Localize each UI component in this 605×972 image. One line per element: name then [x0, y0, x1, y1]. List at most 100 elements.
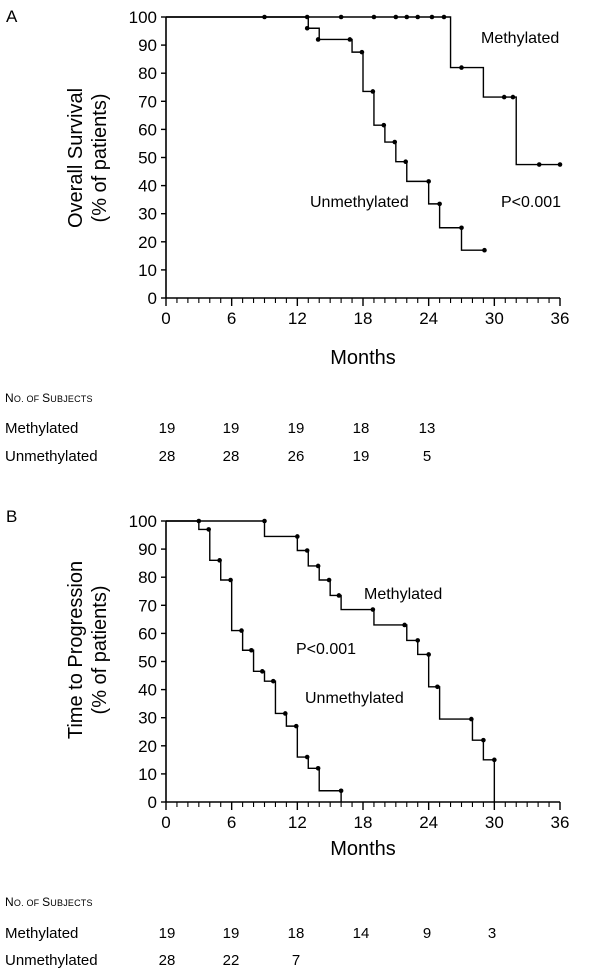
panel-b-censor-dot-methylated — [336, 593, 342, 598]
panel-a-censor-dot-unmethylated — [459, 225, 464, 231]
panel-b-censor-dot-methylated — [492, 757, 497, 763]
panel-b-y-tick-label: 90 — [138, 540, 157, 559]
panel-b-y-tick-label: 100 — [129, 512, 157, 531]
panel-a-censor-dot-unmethylated — [403, 159, 408, 165]
panel-a-y-tick-label: 0 — [148, 289, 157, 308]
subjects-count: 5 — [423, 448, 431, 465]
panel-b-pvalue: P<0.001 — [296, 641, 356, 658]
panel-a-y-tick-label: 80 — [138, 64, 157, 83]
panel-b-x-tick-label: 18 — [354, 813, 373, 832]
panel-a-curve-methylated — [166, 16, 560, 166]
panel-b-subjects-unmethylated-values: 28 22 7 — [159, 952, 301, 969]
panel-b: B Time to Progression (% of patients) 0 1… — [5, 507, 569, 969]
panel-b-xlabel: Months — [330, 838, 396, 860]
subjects-count: 14 — [353, 925, 370, 942]
panel-b-censor-dot-methylated — [469, 716, 474, 722]
subjects-count: 19 — [223, 420, 240, 437]
panel-b-y-tick-label: 40 — [138, 681, 157, 700]
panel-b-censor-dot-unmethylated — [293, 723, 299, 729]
panel-a-y-tick-label: 100 — [129, 8, 157, 27]
panel-a-censor-dot-unmethylated — [359, 49, 365, 55]
subjects-count: 19 — [223, 925, 240, 942]
panel-a-censor-dot-methylated — [536, 162, 542, 167]
panel-a-subjects-methylated-label: Methylated — [5, 420, 78, 437]
panel-a-label-methylated: Methylated — [481, 30, 559, 47]
panel-a-subjects-header: NO. OF SUBJECTS — [5, 391, 93, 405]
panel-a-ylabel-line2: (% of patients) — [89, 94, 111, 223]
panel-a-y-tick-label: 30 — [138, 205, 157, 224]
panel-b-subjects-methylated-label: Methylated — [5, 925, 78, 942]
panel-a-censor-dot-unmethylated — [381, 122, 387, 128]
panel-b-censor-dot-unmethylated — [270, 678, 276, 684]
panel-b-y-tick-label: 20 — [138, 737, 157, 756]
panel-b-censor-dot-methylated — [315, 563, 321, 569]
panel-a: A Overall Survival (% of patients) 0 10 20… — [5, 7, 569, 465]
subjects-count: 19 — [159, 925, 176, 942]
panel-b-censor-dot-unmethylated — [239, 628, 244, 633]
panel-a-y-tick-label: 70 — [138, 92, 157, 111]
panel-a-y-tick-label: 50 — [138, 149, 157, 168]
panel-b-y-tick-label: 10 — [138, 765, 157, 784]
panel-a-xlabel: Months — [330, 347, 396, 369]
panel-a-pvalue: P<0.001 — [501, 194, 561, 211]
panel-b-x-tick-label: 6 — [227, 813, 236, 832]
panel-a-censor-dot-methylated — [429, 14, 435, 20]
subjects-count: 9 — [423, 925, 431, 942]
subjects-count: 3 — [488, 925, 496, 942]
panel-a-label-unmethylated: Unmethylated — [310, 194, 409, 211]
panel-a-censor-dot-methylated — [393, 14, 399, 20]
panel-a-subjects-unmethylated-label: Unmethylated — [5, 448, 98, 465]
panel-a-letter: A — [6, 7, 18, 26]
panel-a-y-tick-label: 10 — [138, 261, 157, 280]
panel-b-censor-dot-methylated — [426, 652, 431, 657]
panel-a-subjects-methylated-values: 19 19 19 18 13 — [159, 420, 436, 437]
panel-a-ylabel-line1: Overall Survival — [65, 88, 87, 228]
panel-b-curve-methylated — [166, 520, 496, 802]
panel-a-censor-dot-methylated — [441, 14, 447, 20]
subjects-count: 18 — [288, 925, 305, 942]
panel-a-censor-dot-unmethylated — [370, 89, 376, 94]
panel-a-censor-dot-methylated — [501, 94, 507, 100]
panel-b-censor-dot-unmethylated — [228, 577, 233, 583]
panel-b-censor-dot-methylated — [326, 577, 332, 583]
panel-a-censor-dot-unmethylated — [304, 25, 310, 31]
panel-b-censor-dot-unmethylated — [249, 647, 254, 653]
panel-b-censor-dot-methylated — [402, 622, 407, 628]
panel-b-censor-dot-unmethylated — [206, 527, 211, 532]
panel-a-subjects-unmethylated-values: 28 28 26 19 5 — [159, 448, 432, 465]
panel-b-censor-dot-unmethylated — [282, 711, 288, 716]
panel-b-x-tick-label: 36 — [551, 813, 570, 832]
panel-a-censor-dot-unmethylated — [347, 37, 353, 42]
panel-b-x-tick-label: 12 — [288, 813, 307, 832]
panel-b-plot: 0 10 20 30 40 50 60 70 80 90 100 0 6 12 18 24 30 36 — [129, 512, 570, 832]
panel-b-censor-dot-methylated — [370, 607, 376, 612]
panel-b-subjects-header: NO. OF SUBJECTS — [5, 895, 93, 909]
panel-b-censor-dot-methylated — [295, 534, 300, 539]
panel-b-subjects-methylated-values: 19 19 18 14 9 3 — [159, 925, 497, 942]
panel-b-ylabel-line2: (% of patients) — [89, 586, 111, 715]
panel-a-plot: 0 10 20 30 40 50 60 70 80 90 100 0 6 12 18 24 30 36 — [129, 8, 570, 328]
panel-b-y-tick-label: 50 — [138, 653, 157, 672]
panel-a-censor-dot-unmethylated — [392, 139, 398, 145]
panel-b-censor-dot-methylated — [304, 548, 310, 553]
panel-a-censor-dot-unmethylated — [315, 37, 321, 42]
panel-b-y-tick-label: 80 — [138, 568, 157, 587]
panel-b-label-methylated: Methylated — [364, 586, 442, 603]
panel-b-censor-dot-unmethylated — [196, 518, 202, 524]
panel-b-y-tick-label: 30 — [138, 709, 157, 728]
panel-b-curve-unmethylated — [166, 520, 342, 802]
panel-b-x-tick-label: 0 — [161, 813, 170, 832]
panel-b-y-tick-label: 60 — [138, 624, 157, 643]
panel-a-y-tick-label: 40 — [138, 177, 157, 196]
panel-a-censor-dot-unmethylated — [482, 247, 487, 253]
panel-a-x-tick-label: 0 — [161, 309, 170, 328]
panel-b-censor-dot-methylated — [415, 638, 421, 643]
panel-b-subjects-unmethylated-label: Unmethylated — [5, 952, 98, 969]
subjects-count: 13 — [419, 420, 436, 437]
panel-a-x-tick-label: 6 — [227, 309, 236, 328]
panel-a-x-tick-label: 36 — [551, 309, 570, 328]
subjects-count: 22 — [223, 952, 240, 969]
panel-a-curve-unmethylated — [166, 16, 484, 251]
subjects-count: 7 — [292, 952, 300, 969]
